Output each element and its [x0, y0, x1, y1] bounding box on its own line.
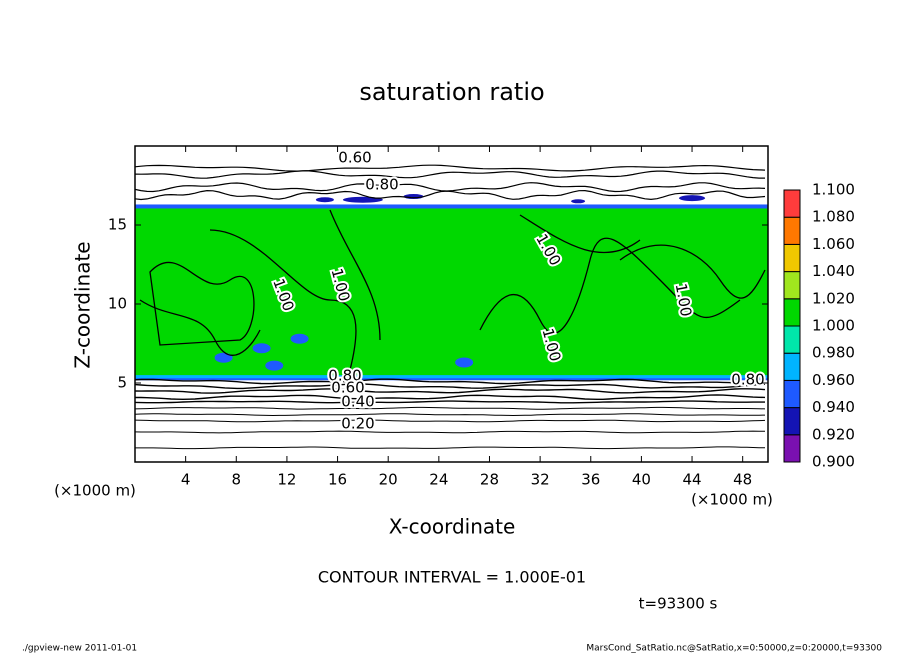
x-tick-label: 24	[429, 471, 448, 489]
x-axis-label: X-coordinate	[389, 515, 516, 539]
contour-line	[134, 413, 766, 417]
colorbar-swatch	[783, 352, 801, 381]
colorbar-swatch	[783, 189, 801, 218]
colorbar-label: 0.960	[812, 371, 855, 389]
colorbar-label: 0.900	[812, 453, 855, 471]
colorbar-label: 1.100	[812, 181, 855, 199]
colorbar-label: 0.940	[812, 398, 855, 416]
field-edge	[135, 378, 768, 381]
colorbar-label: 0.980	[812, 344, 855, 362]
x-tick-label: 12	[277, 471, 296, 489]
colorbar-label: 1.000	[812, 317, 855, 335]
contour-line	[135, 446, 766, 450]
contour-line	[134, 182, 766, 193]
colorbar-swatch	[783, 271, 801, 300]
x-tick-label: 40	[632, 471, 651, 489]
contour-line	[139, 299, 261, 356]
x-tick-label: 44	[682, 471, 701, 489]
y-unit-label: (×1000 m)	[54, 482, 136, 500]
x-tick-label: 48	[733, 471, 752, 489]
field-region	[135, 206, 768, 377]
colorbar-swatch	[783, 298, 801, 327]
contour-line	[134, 383, 766, 390]
x-tick-label: 28	[480, 471, 499, 489]
field-blob	[679, 195, 706, 202]
x-tick-label: 8	[232, 471, 242, 489]
colorbar-swatch	[783, 216, 801, 245]
annotation: CONTOUR INTERVAL = 1.000E-01	[318, 568, 586, 587]
contour-line	[134, 388, 766, 394]
field-blob	[315, 197, 334, 203]
contour-label: 0.80	[731, 371, 764, 389]
colorbar-label: 1.060	[812, 235, 855, 253]
chart-title: saturation ratio	[359, 78, 544, 106]
colorbar-swatch	[783, 434, 801, 463]
x-tick-label: 36	[581, 471, 600, 489]
contour-line	[134, 400, 765, 404]
contour-label: 0.80	[328, 367, 361, 385]
field-blob	[214, 352, 233, 363]
y-tick-label: 5	[117, 374, 127, 392]
contour-line	[134, 406, 766, 410]
contour-line	[519, 214, 641, 254]
field-blob	[455, 357, 474, 368]
contour-line	[135, 394, 766, 401]
contour-line	[619, 244, 766, 299]
x-tick-label: 16	[328, 471, 347, 489]
contour-line	[209, 229, 357, 371]
contour-line	[134, 419, 766, 423]
contour-line	[134, 430, 766, 434]
colorbar-swatch	[783, 243, 801, 273]
contour-label: 0.40	[341, 393, 374, 411]
field-edge	[135, 204, 768, 209]
contour-line	[134, 170, 765, 179]
field-blob	[571, 199, 586, 204]
x-unit-label: (×1000 m)	[691, 491, 773, 509]
time-label: t=93300 s	[639, 595, 718, 613]
x-tick-label: 4	[181, 471, 191, 489]
field-blob	[290, 333, 309, 344]
field-edge	[135, 375, 768, 380]
contour-line	[329, 209, 381, 341]
contour-line	[134, 164, 766, 172]
colorbar-swatch	[783, 379, 801, 409]
colorbar-label: 1.020	[812, 289, 855, 307]
contour-line	[134, 189, 766, 201]
field-blob	[252, 343, 271, 354]
contour-label: 0.80	[365, 176, 398, 194]
contour-label: 0.20	[341, 415, 374, 433]
colorbar-swatch	[783, 407, 801, 436]
contour-line	[479, 237, 741, 334]
contour-label: 0.60	[338, 149, 371, 167]
y-axis-label: Z-coordinate	[71, 241, 95, 368]
colorbar-label: 0.920	[812, 425, 855, 443]
footer-right: MarsCond_SatRatio.nc@SatRatio,x=0:50000,…	[586, 644, 882, 654]
field-blob	[265, 360, 284, 371]
contour-line	[134, 378, 766, 385]
x-tick-label: 32	[531, 471, 550, 489]
y-tick-label: 15	[108, 216, 127, 234]
x-tick-label: 20	[379, 471, 398, 489]
contour-label: 0.60	[331, 379, 364, 397]
colorbar-label: 1.040	[812, 262, 855, 280]
y-tick-label: 10	[108, 295, 127, 313]
colorbar-label: 1.080	[812, 208, 855, 226]
contour-line	[149, 261, 255, 346]
colorbar-swatch	[783, 325, 801, 354]
footer-left: ./gpview-new 2011-01-01	[22, 644, 137, 654]
